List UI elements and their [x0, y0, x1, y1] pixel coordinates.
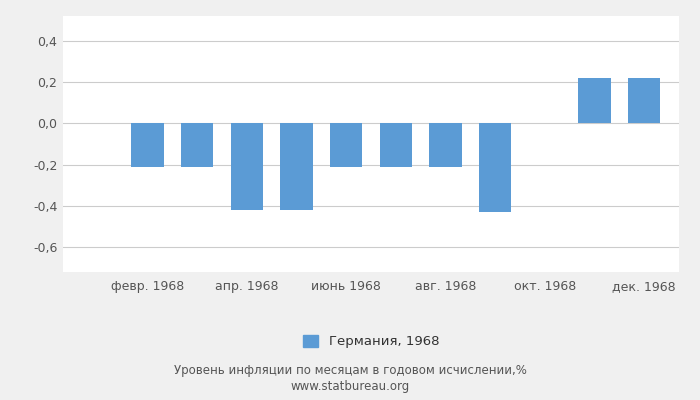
- Bar: [578, 78, 610, 123]
- Bar: [330, 123, 363, 167]
- Text: www.statbureau.org: www.statbureau.org: [290, 380, 410, 393]
- Bar: [132, 123, 164, 167]
- Bar: [628, 78, 660, 123]
- Bar: [379, 123, 412, 167]
- Bar: [479, 123, 511, 212]
- Bar: [231, 123, 263, 210]
- Bar: [280, 123, 313, 210]
- Text: Уровень инфляции по месяцам в годовом исчислении,%: Уровень инфляции по месяцам в годовом ис…: [174, 364, 526, 377]
- Legend: Германия, 1968: Германия, 1968: [302, 335, 440, 348]
- Bar: [181, 123, 214, 167]
- Bar: [429, 123, 462, 167]
